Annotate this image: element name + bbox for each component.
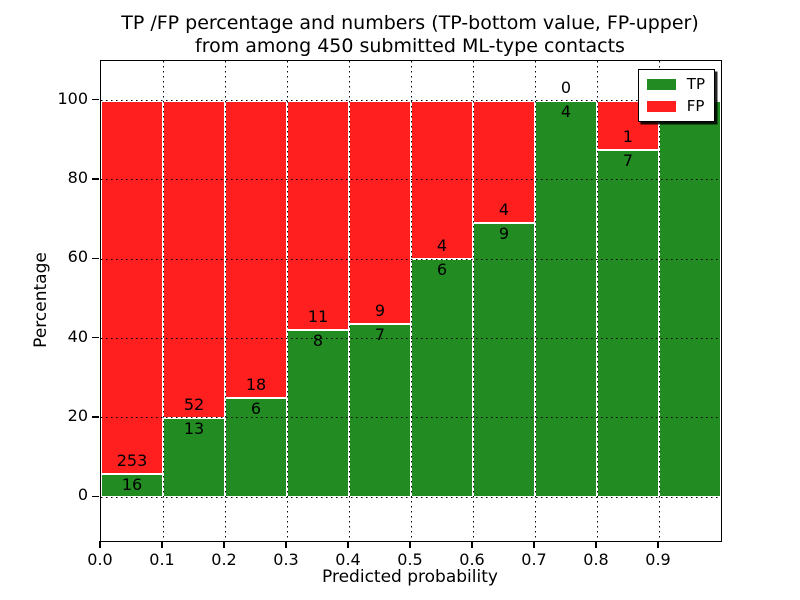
x-tick-label: 0.5 [397,550,423,569]
legend-label-fp: FP [686,97,705,115]
tp-count-label: 4 [560,101,572,121]
x-tick-mark [533,541,535,548]
gridline-vertical [410,61,412,541]
gridline-vertical [596,61,598,541]
bar-segment-tp [163,417,225,498]
tp-count-label: 9 [498,223,510,243]
x-tick-label: 0.7 [521,550,547,569]
tp-count-label: 13 [183,418,205,438]
bar-segment-tp [597,150,659,498]
x-tick-mark [347,541,349,548]
legend-label-tp: TP [686,75,705,93]
legend-entry-fp: FP [646,97,705,115]
legend-swatch-tp-icon [646,79,676,90]
bar-segment-tp [349,323,411,498]
x-tick-mark [595,541,597,548]
bar-segment-fp [349,100,411,324]
fp-count-label: 4 [436,236,448,256]
legend-swatch-fp-icon [646,101,676,112]
fp-count-label: 11 [307,307,329,327]
chart-title-line2: from among 450 submitted ML-type contact… [195,35,625,57]
x-tick-mark [657,541,659,548]
fp-count-label: 253 [116,450,148,470]
tp-count-label: 6 [250,399,262,419]
gridline-vertical [348,61,350,541]
bar-segment-tp [287,330,349,498]
x-tick-label: 0.8 [583,550,609,569]
gridline-vertical [534,61,536,541]
chart-title: TP /FP percentage and numbers (TP-bottom… [100,12,720,58]
tp-count-label: 6 [436,260,448,280]
bar-segment-fp [225,100,287,399]
x-tick-mark [471,541,473,548]
y-tick-mark [92,336,99,339]
gridline-vertical [658,61,660,541]
fp-count-label: 52 [183,394,205,414]
x-tick-mark [161,541,163,548]
fp-count-label: 1 [622,127,634,147]
bar-segment-fp [101,100,163,474]
bar-segment-fp [473,100,535,223]
gridline-vertical [224,61,226,541]
y-tick-label: 20 [67,405,88,425]
gridline-vertical [286,61,288,541]
bar-segment-tp [535,100,597,498]
y-tick-label: 100 [57,88,88,108]
legend: TP FP [637,69,715,122]
y-tick-mark [92,495,99,497]
y-tick-mark [92,257,99,259]
legend-entry-tp: TP [646,75,705,93]
x-tick-mark [99,541,101,548]
fp-count-label: 9 [374,300,386,320]
fp-count-label: 4 [498,199,510,219]
y-tick-label: 80 [67,167,88,187]
chart-title-line1: TP /FP percentage and numbers (TP-bottom… [121,12,699,34]
x-tick-mark [223,541,225,548]
plot-area: TP FP 2531652131861189746490417022 [100,60,722,542]
fp-count-label: 0 [560,77,572,97]
x-tick-label: 0.4 [335,550,361,569]
tp-count-label: 16 [121,474,143,494]
y-tick-mark [92,416,99,418]
y-tick-label: 60 [67,247,88,267]
bar-segment-tp [473,222,535,498]
x-tick-label: 0.0 [87,550,113,569]
bar-segment-tp [659,100,721,498]
bar-segment-tp [411,259,473,498]
y-tick-mark [92,178,99,180]
x-tick-label: 0.3 [273,550,299,569]
x-tick-label: 0.1 [149,550,175,569]
x-tick-label: 0.9 [645,550,671,569]
tp-count-label: 8 [312,331,324,351]
x-tick-label: 0.2 [211,550,237,569]
bar-segment-tp [225,398,287,498]
gridline-vertical [162,61,164,541]
x-tick-mark [285,541,287,548]
x-axis-label: Predicted probability [322,567,498,587]
x-tick-mark [409,541,411,548]
fp-count-label: 18 [245,375,267,395]
bar-segment-fp [287,100,349,331]
y-tick-label: 0 [77,485,88,505]
x-tick-label: 0.6 [459,550,485,569]
tp-count-label: 7 [374,324,386,344]
tp-count-label: 7 [622,151,634,171]
y-tick-mark [92,98,99,101]
gridline-vertical [472,61,474,541]
y-tick-label: 40 [67,326,88,346]
